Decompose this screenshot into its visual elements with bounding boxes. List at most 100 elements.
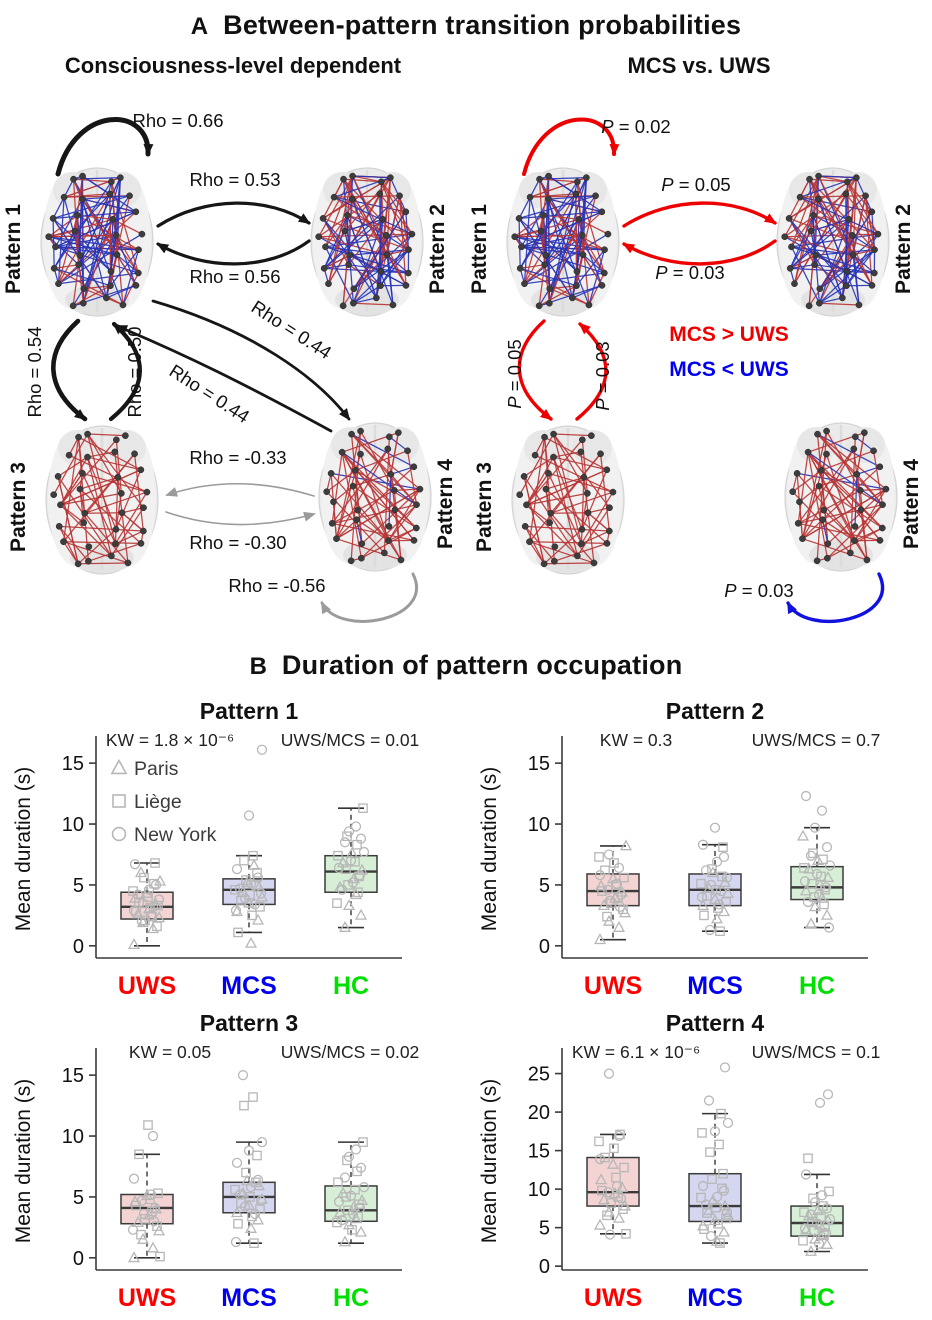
pattern-label-1-left: Pattern 1 — [2, 204, 25, 294]
network-diagram-consciousness-dependent: Pattern 1 Pattern 2 Pattern 3 Pattern 4 Rho … — [2, 110, 457, 623]
data-point-square — [799, 863, 809, 873]
connectivity-edges — [318, 175, 413, 307]
brain-nodes — [516, 430, 617, 568]
data-point-square — [594, 1136, 604, 1147]
data-point-triangle — [338, 921, 352, 932]
data-point-circle — [129, 859, 141, 870]
y-tick-label: 25 — [528, 1064, 550, 1086]
data-point-circle — [715, 885, 727, 897]
data-point-circle — [354, 870, 366, 881]
data-point-circle — [604, 1229, 616, 1240]
data-point-square — [609, 1143, 619, 1154]
data-point-square — [353, 887, 363, 898]
data-point-triangle — [799, 884, 813, 896]
pattern-label-3-left: Pattern 3 — [7, 462, 30, 552]
y-tick-label: 15 — [62, 753, 84, 775]
data-point-triangle — [696, 899, 710, 911]
brain-nodes — [50, 430, 151, 568]
data-point-circle — [700, 1199, 712, 1210]
data-point-square — [717, 871, 727, 882]
y-tick-label: 0 — [73, 1248, 84, 1270]
data-point-triangle — [338, 1235, 352, 1247]
data-point-square — [131, 1200, 141, 1211]
data-point-circle — [711, 1191, 723, 1202]
group-label-HC: HC — [799, 972, 835, 1000]
data-point-triangle — [799, 1223, 813, 1235]
data-point-circle — [249, 899, 261, 910]
data-point-square — [248, 850, 258, 861]
connectivity-edges — [784, 175, 879, 307]
data-point-circle — [143, 884, 155, 895]
panel-a-title: A Between-pattern transition probabiliti… — [0, 10, 932, 41]
data-point-square — [807, 878, 817, 889]
brain-network-pattern-4 — [318, 422, 432, 572]
y-tick-label: 0 — [539, 936, 550, 958]
data-point-square — [602, 1210, 612, 1221]
pattern-label-2-left: Pattern 2 — [426, 204, 449, 294]
boxplot-pattern-1: Pattern 1 KW = 1.8 × 10⁻⁶ UWS/MCS = 0.01 0 5… — [12, 698, 419, 1000]
panel-b-title-text: Duration of pattern occupation — [281, 650, 683, 680]
data-point-circle — [128, 1173, 140, 1184]
data-point-square — [798, 1235, 808, 1246]
data-point-circle — [821, 842, 833, 853]
data-point-circle — [256, 744, 268, 755]
data-point-square — [134, 1149, 144, 1160]
chart-title: Pattern 1 — [200, 698, 299, 724]
data-point-circle — [603, 1068, 615, 1079]
data-point-square — [611, 880, 621, 890]
box-HC — [790, 865, 844, 901]
y-tick-label: 15 — [528, 1141, 550, 1163]
data-point-circle — [615, 1193, 627, 1204]
data-point-triangle — [619, 839, 633, 851]
data-point-square — [613, 892, 623, 902]
data-point-square — [143, 1120, 153, 1130]
group-label-MCS: MCS — [687, 972, 743, 1000]
brain-nodes — [781, 172, 882, 310]
data-point-triangle — [244, 936, 258, 948]
data-point-circle — [713, 899, 725, 910]
data-point-circle — [347, 877, 359, 888]
data-point-triangle — [342, 899, 356, 911]
data-point-circle — [823, 922, 835, 933]
data-point-square — [136, 1229, 146, 1240]
transition-label-4-to-4: P = 0.03 — [724, 580, 793, 601]
brain-network-pattern-4 — [784, 422, 898, 572]
data-point-circle — [700, 865, 712, 876]
brain-nodes — [789, 427, 890, 565]
data-point-circle — [721, 872, 733, 883]
group-label-HC: HC — [333, 1284, 369, 1312]
data-point-circle — [231, 1157, 243, 1168]
data-point-square — [354, 871, 364, 882]
data-point-triangle — [252, 1179, 266, 1191]
data-point-triangle — [606, 1157, 620, 1169]
data-point-circle — [613, 862, 625, 873]
data-point-square — [594, 852, 604, 862]
data-point-circle — [813, 889, 825, 900]
data-point-circle — [231, 863, 243, 875]
data-point-circle — [594, 870, 606, 881]
data-point-square — [155, 1251, 165, 1262]
data-point-circle — [809, 1197, 821, 1208]
data-point-square — [153, 900, 163, 911]
group-label-MCS: MCS — [221, 1284, 277, 1312]
data-point-circle — [824, 1214, 836, 1225]
transition-arrow-4-to-4 — [320, 572, 418, 623]
data-point-circle — [611, 1180, 623, 1192]
data-point-circle — [614, 901, 626, 912]
data-point-square — [715, 926, 725, 937]
uws-mcs-statistic: UWS/MCS = 0.02 — [281, 1042, 420, 1062]
data-point-square — [597, 1185, 607, 1196]
data-point-triangle — [717, 905, 731, 917]
legend-mcs-lt-uws: MCS < UWS — [669, 358, 789, 381]
data-point-circle — [718, 851, 730, 863]
data-point-circle — [128, 905, 140, 916]
data-point-triangle — [593, 1218, 607, 1230]
data-point-circle — [615, 889, 627, 900]
data-point-circle — [149, 1202, 161, 1214]
data-point-circle — [132, 889, 144, 900]
data-point-triangle — [804, 917, 818, 929]
transition-label-3-to-4: Rho = -0.30 — [189, 532, 286, 553]
data-point-circle — [358, 846, 370, 858]
transition-label-1-to-1: Rho = 0.66 — [132, 110, 223, 131]
